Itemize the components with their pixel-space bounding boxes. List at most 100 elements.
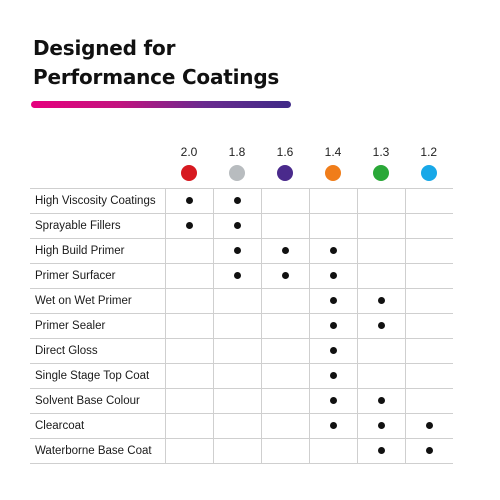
compatible-mark-icon (377, 422, 385, 430)
nozzle-column-header: 1.2 (405, 140, 453, 189)
compatible-mark-icon (377, 447, 385, 455)
compatibility-cell (356, 413, 406, 439)
coating-type-label: Direct Gloss (30, 338, 166, 364)
compatibility-cell (260, 263, 310, 289)
compatible-mark-icon (281, 272, 289, 280)
compatibility-cell (212, 363, 262, 389)
nozzle-size-label: 1.2 (420, 145, 438, 159)
coating-type-label: Clearcoat (30, 413, 166, 439)
coating-type-label: Single Stage Top Coat (30, 363, 166, 389)
compatibility-cell (308, 438, 358, 464)
compatible-mark-icon (425, 447, 433, 455)
compatible-mark-icon (281, 247, 289, 255)
compatibility-cell (260, 188, 310, 214)
table-row: High Build Primer (30, 238, 453, 264)
nozzle-header-row: 2.0 1.8 1.6 1.4 1.3 1.2 (30, 140, 453, 189)
nozzle-column-header: 1.3 (357, 140, 405, 189)
compatibility-cell (404, 438, 453, 464)
table-row: Single Stage Top Coat (30, 363, 453, 389)
table-row: Waterborne Base Coat (30, 438, 453, 464)
table-row: Clearcoat (30, 413, 453, 439)
compatibility-cell (212, 413, 262, 439)
nozzle-size-label: 1.3 (372, 145, 390, 159)
nozzle-color-dot (277, 165, 293, 181)
compatibility-cell (212, 238, 262, 264)
compatibility-cell (260, 438, 310, 464)
compatible-mark-icon (329, 297, 337, 305)
compatibility-cell (260, 288, 310, 314)
compatibility-table-body: High Viscosity Coatings Sprayable Fillers… (30, 188, 453, 464)
compatibility-cell (164, 438, 214, 464)
compatible-mark-icon (233, 222, 241, 230)
compatibility-cell (164, 313, 214, 339)
compatible-mark-icon (329, 322, 337, 330)
compatibility-cell (404, 313, 453, 339)
compatibility-cell (164, 338, 214, 364)
compatible-mark-icon (425, 422, 433, 430)
compatibility-cell (404, 288, 453, 314)
compatibility-cell (308, 263, 358, 289)
accent-gradient-bar (31, 101, 291, 108)
compatibility-cell (164, 188, 214, 214)
nozzle-color-dot (373, 165, 389, 181)
coating-type-label: High Viscosity Coatings (30, 188, 166, 214)
nozzle-size-label: 1.8 (228, 145, 246, 159)
compatibility-cell (356, 213, 406, 239)
compatibility-cell (308, 413, 358, 439)
compatibility-cell (212, 188, 262, 214)
compatibility-cell (212, 338, 262, 364)
header-corner (30, 140, 165, 189)
nozzle-color-dot (229, 165, 245, 181)
compatibility-cell (356, 438, 406, 464)
nozzle-column-header: 1.6 (261, 140, 309, 189)
table-row: Direct Gloss (30, 338, 453, 364)
compatibility-cell (164, 263, 214, 289)
compatibility-cell (356, 388, 406, 414)
coating-type-label: Waterborne Base Coat (30, 438, 166, 464)
coating-type-label: Primer Surfacer (30, 263, 166, 289)
compatibility-cell (356, 188, 406, 214)
compatibility-cell (164, 238, 214, 264)
compatibility-cell (260, 413, 310, 439)
compatible-mark-icon (233, 197, 241, 205)
compatibility-cell (260, 213, 310, 239)
nozzle-color-dot (181, 165, 197, 181)
compatibility-cell (404, 413, 453, 439)
compatible-mark-icon (329, 272, 337, 280)
nozzle-color-dot (420, 165, 437, 181)
compatibility-cell (308, 338, 358, 364)
compatible-mark-icon (185, 197, 193, 205)
coating-type-label: Sprayable Fillers (30, 213, 166, 239)
coating-type-label: Wet on Wet Primer (30, 288, 166, 314)
compatibility-cell (308, 213, 358, 239)
compatibility-cell (260, 313, 310, 339)
compatibility-cell (164, 388, 214, 414)
compatibility-cell (404, 263, 453, 289)
compatibility-cell (212, 213, 262, 239)
coating-type-label: High Build Primer (30, 238, 166, 264)
table-row: Primer Sealer (30, 313, 453, 339)
compatibility-cell (404, 238, 453, 264)
coating-type-label: Primer Sealer (30, 313, 166, 339)
compatibility-cell (260, 238, 310, 264)
title-line-1: Designed for (33, 36, 176, 60)
compatibility-cell (308, 188, 358, 214)
compatibility-cell (356, 288, 406, 314)
nozzle-size-label: 1.6 (276, 145, 294, 159)
compatible-mark-icon (377, 297, 385, 305)
nozzle-color-dot (325, 165, 341, 181)
compatibility-cell (212, 288, 262, 314)
compatible-mark-icon (329, 372, 337, 380)
table-row: Solvent Base Colour (30, 388, 453, 414)
compatible-mark-icon (377, 322, 385, 330)
compatibility-cell (404, 188, 453, 214)
compatible-mark-icon (329, 247, 337, 255)
compatibility-cell (356, 263, 406, 289)
compatibility-table: 2.0 1.8 1.6 1.4 1.3 1.2 High Viscosity Coatin… (30, 140, 453, 464)
compatible-mark-icon (329, 422, 337, 430)
compatibility-cell (212, 438, 262, 464)
compatible-mark-icon (233, 272, 241, 280)
compatible-mark-icon (329, 397, 337, 405)
table-row: Primer Surfacer (30, 263, 453, 289)
compatibility-cell (260, 363, 310, 389)
